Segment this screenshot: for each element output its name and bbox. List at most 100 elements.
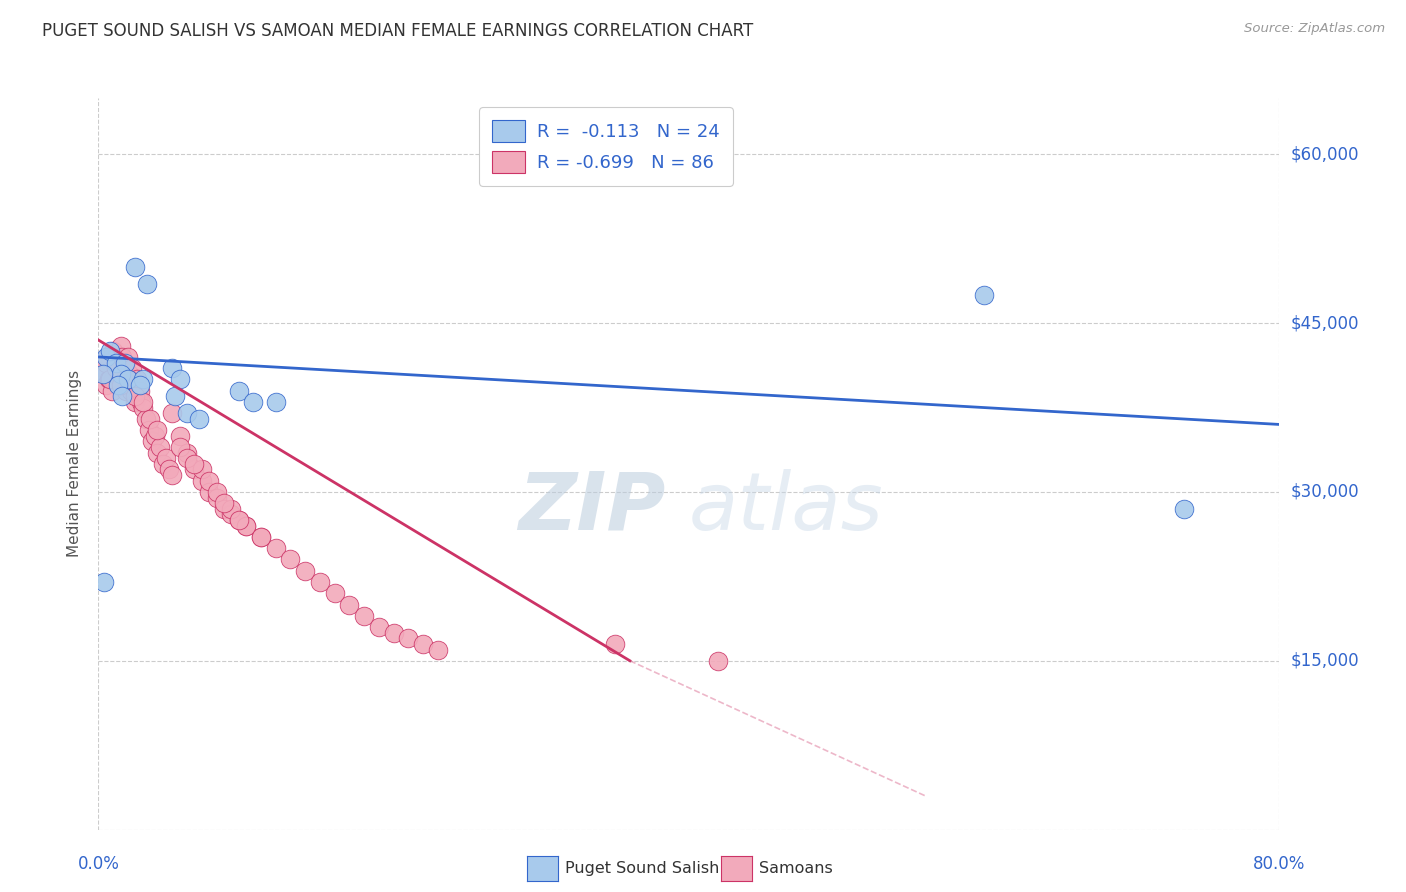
Point <box>169 372 191 386</box>
Point <box>105 350 128 364</box>
Point <box>132 401 155 415</box>
Point <box>191 462 214 476</box>
Point <box>212 496 235 510</box>
Point <box>228 513 250 527</box>
Point <box>264 395 287 409</box>
Point <box>103 344 125 359</box>
Point <box>176 406 198 420</box>
Point <box>121 361 143 376</box>
Point <box>129 395 152 409</box>
Y-axis label: Median Female Earnings: Median Female Earnings <box>67 370 83 558</box>
Point <box>94 350 117 364</box>
Text: 80.0%: 80.0% <box>1253 855 1306 872</box>
Point <box>115 384 138 398</box>
Point <box>104 361 127 376</box>
Point <box>118 367 141 381</box>
Point <box>235 518 257 533</box>
Point <box>155 451 177 466</box>
Point <box>96 350 118 364</box>
Point <box>111 350 134 364</box>
Point <box>198 474 221 488</box>
Point <box>146 423 169 437</box>
Point <box>176 451 198 466</box>
Point <box>396 632 419 646</box>
Point <box>125 372 148 386</box>
Text: atlas: atlas <box>689 468 884 547</box>
Point <box>97 372 120 386</box>
Point <box>309 574 332 589</box>
Point <box>212 501 235 516</box>
Point <box>139 412 162 426</box>
Point <box>162 406 183 420</box>
Point <box>117 372 139 386</box>
Point <box>103 372 125 386</box>
Point <box>165 389 187 403</box>
Point <box>294 564 316 578</box>
Point <box>149 440 172 454</box>
Point <box>219 501 242 516</box>
Point <box>141 434 163 449</box>
Point <box>183 457 205 471</box>
Point <box>235 518 257 533</box>
Point <box>250 530 273 544</box>
Point <box>93 574 115 589</box>
Point <box>146 445 169 459</box>
Point <box>111 389 134 403</box>
Point <box>242 395 264 409</box>
Text: ZIP: ZIP <box>517 468 665 547</box>
Point <box>353 608 375 623</box>
Point <box>135 412 157 426</box>
Point <box>98 355 121 369</box>
Point <box>91 361 114 376</box>
Point <box>127 389 149 403</box>
Point <box>143 428 166 442</box>
Legend: R =  -0.113   N = 24, R = -0.699   N = 86: R = -0.113 N = 24, R = -0.699 N = 86 <box>479 107 733 186</box>
Point <box>136 277 159 291</box>
Point <box>250 530 273 544</box>
Point <box>412 637 434 651</box>
Point <box>91 367 114 381</box>
Point <box>94 355 117 369</box>
Point <box>114 361 136 376</box>
Point <box>162 468 183 483</box>
Text: Puget Sound Salish: Puget Sound Salish <box>565 862 720 876</box>
Text: $30,000: $30,000 <box>1291 483 1360 501</box>
Point <box>110 367 132 381</box>
Point <box>112 367 135 381</box>
Point <box>117 350 139 364</box>
Point <box>108 372 131 386</box>
Point <box>124 260 146 274</box>
Point <box>427 642 450 657</box>
Point <box>128 384 150 398</box>
Point <box>128 378 150 392</box>
Point <box>191 474 214 488</box>
Point <box>219 508 242 522</box>
Text: $45,000: $45,000 <box>1291 314 1360 332</box>
Point <box>98 344 121 359</box>
Text: $15,000: $15,000 <box>1291 652 1360 670</box>
Point <box>132 372 155 386</box>
Point <box>152 457 174 471</box>
Point <box>228 513 250 527</box>
Point <box>323 586 346 600</box>
Point <box>122 378 145 392</box>
Point <box>117 372 139 386</box>
Point <box>162 361 183 376</box>
Point <box>110 355 132 369</box>
Point <box>187 412 209 426</box>
Point <box>157 462 180 476</box>
Point <box>105 355 128 369</box>
Point <box>110 378 132 392</box>
Point <box>205 491 228 505</box>
Point <box>93 367 115 381</box>
Text: PUGET SOUND SALISH VS SAMOAN MEDIAN FEMALE EARNINGS CORRELATION CHART: PUGET SOUND SALISH VS SAMOAN MEDIAN FEMA… <box>42 22 754 40</box>
Point <box>94 378 117 392</box>
Point <box>605 637 627 651</box>
Point <box>368 620 391 634</box>
Point <box>973 288 995 302</box>
Point <box>278 552 302 566</box>
Point <box>120 384 142 398</box>
Point <box>107 378 129 392</box>
Point <box>183 462 205 476</box>
Point <box>264 541 287 556</box>
